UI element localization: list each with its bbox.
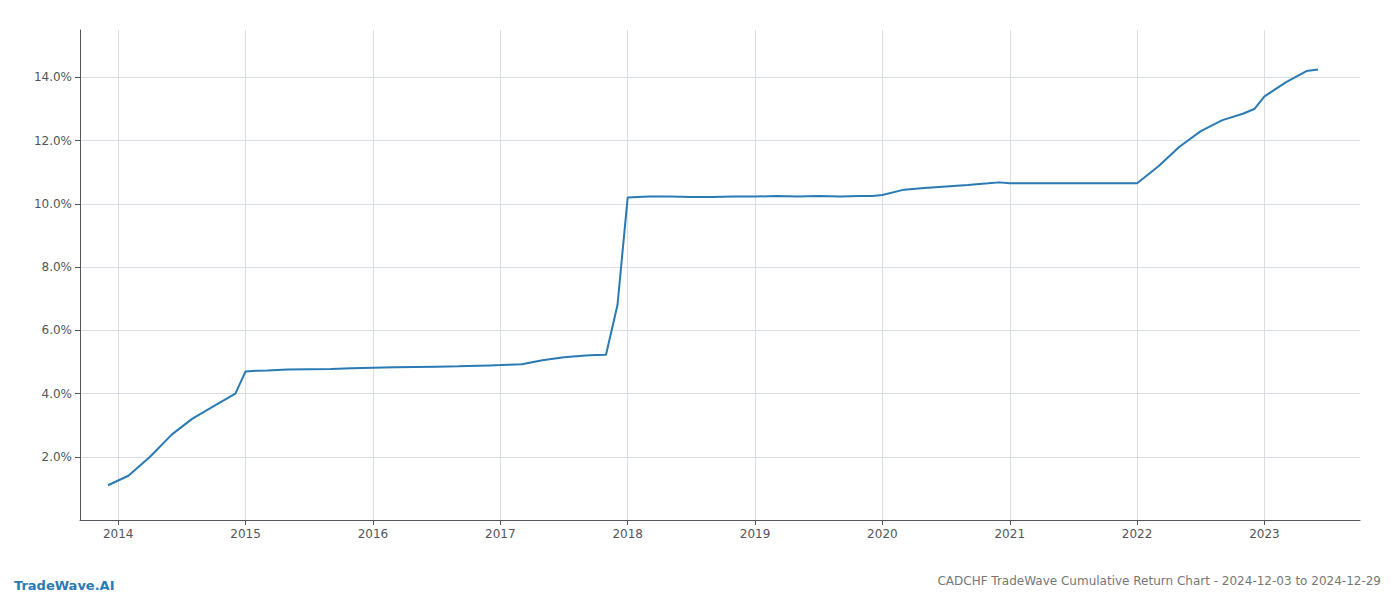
- svg-text:12.0%: 12.0%: [34, 134, 72, 148]
- svg-text:2014: 2014: [103, 527, 134, 541]
- svg-text:2015: 2015: [230, 527, 261, 541]
- svg-text:2016: 2016: [358, 527, 389, 541]
- svg-text:4.0%: 4.0%: [42, 387, 73, 401]
- svg-text:10.0%: 10.0%: [34, 197, 72, 211]
- svg-text:6.0%: 6.0%: [42, 323, 73, 337]
- svg-text:2020: 2020: [867, 527, 898, 541]
- svg-text:2.0%: 2.0%: [42, 450, 73, 464]
- svg-text:2018: 2018: [612, 527, 643, 541]
- svg-text:8.0%: 8.0%: [42, 260, 73, 274]
- svg-text:2019: 2019: [740, 527, 771, 541]
- svg-text:2023: 2023: [1249, 527, 1280, 541]
- svg-text:14.0%: 14.0%: [34, 70, 72, 84]
- svg-text:2022: 2022: [1122, 527, 1153, 541]
- svg-text:2021: 2021: [994, 527, 1025, 541]
- svg-text:TradeWave.AI: TradeWave.AI: [14, 578, 115, 593]
- svg-text:2017: 2017: [485, 527, 516, 541]
- svg-text:CADCHF TradeWave Cumulative Re: CADCHF TradeWave Cumulative Return Chart…: [937, 574, 1381, 588]
